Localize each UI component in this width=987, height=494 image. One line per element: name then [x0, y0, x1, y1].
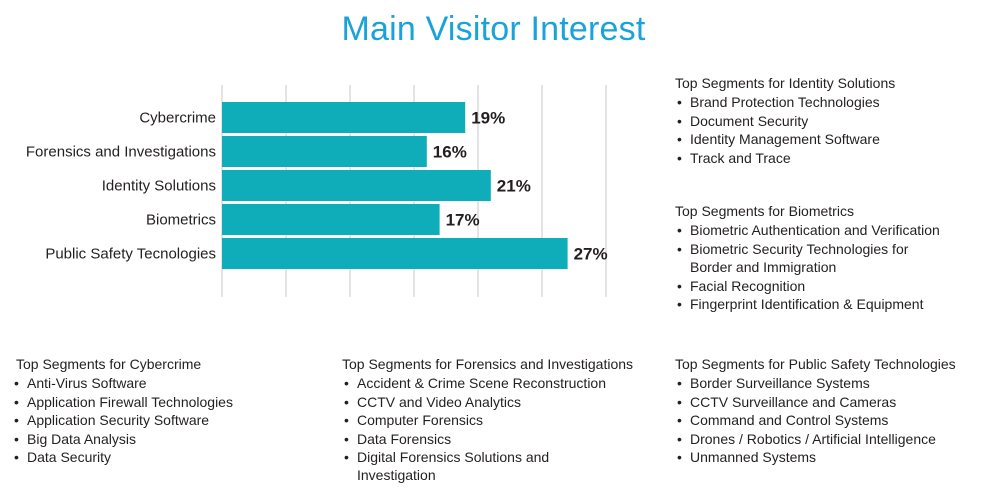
list-item: Computer Forensics [342, 411, 652, 430]
list-item: Track and Trace [675, 149, 975, 168]
segments-biometrics: Top Segments for Biometrics Biometric Au… [675, 202, 975, 314]
segments-public-safety-list: Border Surveillance Systems CCTV Surveil… [675, 374, 975, 466]
list-item: Application Firewall Technologies [12, 393, 316, 412]
segments-cybercrime-heading: Top Segments for Cybercrime [16, 356, 202, 372]
list-item: Big Data Analysis [12, 430, 316, 449]
segments-cybercrime-list: Anti-Virus Software Application Firewall… [12, 374, 316, 466]
list-item: Border Surveillance Systems [675, 374, 975, 393]
list-item: Application Security Software [12, 411, 316, 430]
segments-identity-list: Brand Protection Technologies Document S… [675, 93, 975, 167]
segments-forensics: Top Segments for Forensics and Investiga… [342, 355, 652, 485]
bar [222, 204, 440, 235]
list-item: Anti-Virus Software [12, 374, 316, 393]
list-item: Data Security [12, 448, 316, 467]
value-label: 16% [433, 143, 467, 162]
value-label: 27% [574, 245, 608, 264]
list-item: Command and Control Systems [675, 411, 975, 430]
category-label: Forensics and Investigations [26, 144, 216, 161]
bar [222, 136, 427, 167]
list-item: Document Security [675, 112, 975, 131]
category-label: Public Safety Tecnologies [45, 246, 216, 263]
list-item: CCTV Surveillance and Cameras [675, 393, 975, 412]
list-item: CCTV and Video Analytics [342, 393, 652, 412]
bar [222, 238, 568, 269]
segments-biometrics-list: Biometric Authentication and Verificatio… [675, 221, 975, 313]
value-label: 19% [471, 109, 505, 128]
list-item: Drones / Robotics / Artificial Intellige… [675, 430, 975, 449]
list-item: Brand Protection Technologies [675, 93, 975, 112]
list-item: Biometric Authentication and Verificatio… [675, 221, 975, 240]
segments-forensics-heading: Top Segments for Forensics and Investiga… [342, 356, 634, 372]
segments-forensics-list: Accident & Crime Scene Reconstruction CC… [342, 374, 652, 484]
value-label: 17% [446, 211, 480, 230]
segments-public-safety: Top Segments for Public Safety Technolog… [675, 355, 975, 467]
segments-public-safety-heading: Top Segments for Public Safety Technolog… [675, 356, 956, 372]
segments-cybercrime: Top Segments for Cybercrime Anti-Virus S… [14, 355, 316, 467]
chart-title: Main Visitor Interest [341, 10, 646, 48]
list-item: Fingerprint Identification & Equipment [675, 295, 975, 314]
category-label: Cybercrime [139, 110, 216, 127]
list-item: Accident & Crime Scene Reconstruction [342, 374, 652, 393]
segments-identity-heading: Top Segments for Identity Solutions [675, 75, 896, 91]
bar-chart: Cybercrime 19% Forensics and Investigation… [26, 85, 608, 297]
bar [222, 102, 466, 133]
bar [222, 170, 491, 201]
category-label: Identity Solutions [102, 178, 216, 195]
value-label: 21% [497, 177, 531, 196]
segments-biometrics-heading: Top Segments for Biometrics [675, 203, 854, 219]
list-item: Data Forensics [342, 430, 652, 449]
segments-identity: Top Segments for Identity Solutions Bran… [675, 74, 975, 167]
list-item: Unmanned Systems [675, 448, 975, 467]
list-item: Facial Recognition [675, 277, 975, 296]
list-item: Identity Management Software [675, 130, 975, 149]
category-label: Biometrics [146, 212, 216, 229]
list-item: Biometric Security Technologies for Bord… [675, 240, 910, 277]
list-item: Digital Forensics Solutions and Investig… [342, 448, 557, 485]
